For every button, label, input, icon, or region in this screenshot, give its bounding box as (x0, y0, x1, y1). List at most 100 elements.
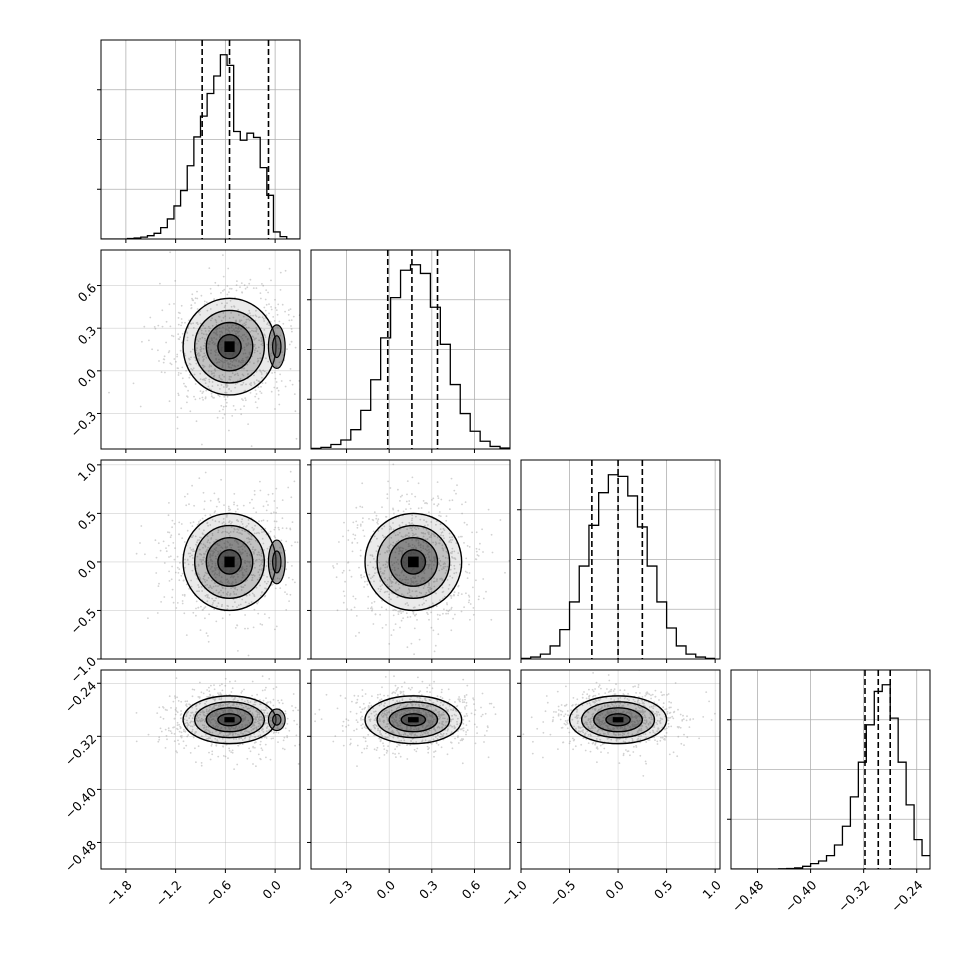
scatter-point (344, 595, 346, 597)
scatter-point (365, 693, 367, 695)
scatter-point (371, 610, 373, 612)
scatter-point (169, 400, 171, 402)
scatter-point (466, 572, 468, 574)
scatter-point (360, 524, 362, 526)
scatter-point (304, 578, 306, 580)
scatter-point (286, 735, 288, 737)
scatter-point (645, 763, 647, 765)
scatter-point (245, 399, 247, 401)
scatter-point (201, 444, 203, 446)
scatter-point (476, 551, 478, 553)
scatter-point (263, 505, 265, 507)
y-tick-label: 0.0 (75, 365, 100, 390)
scatter-point (206, 632, 208, 634)
scatter-point (261, 520, 263, 522)
scatter-point (421, 507, 423, 509)
scatter-point (177, 333, 179, 335)
scatter-point (459, 701, 461, 703)
scatter-point (166, 738, 168, 740)
scatter-point (451, 478, 453, 480)
scatter-point (163, 707, 165, 709)
scatter-point (295, 707, 297, 709)
scatter-point (314, 344, 316, 346)
scatter-point (288, 730, 290, 732)
scatter-point (361, 752, 363, 754)
scatter-point (271, 391, 273, 393)
scatter-point (248, 748, 250, 750)
scatter-point (250, 279, 252, 281)
scatter-point (456, 484, 458, 486)
scatter-point (635, 745, 637, 747)
scatter-point (385, 676, 387, 678)
scatter-point (155, 328, 157, 330)
scatter-point (178, 568, 180, 570)
scatter-point (600, 751, 602, 753)
scatter-point (376, 515, 378, 517)
scatter-point (314, 720, 316, 722)
scatter-point (213, 298, 215, 300)
scatter-point (216, 506, 218, 508)
scatter-point (195, 615, 197, 617)
scatter-point (395, 685, 397, 687)
scatter-point (229, 614, 231, 616)
scatter-point (371, 606, 373, 608)
scatter-point (186, 706, 188, 708)
scatter-point (173, 358, 175, 360)
scatter-point (273, 387, 275, 389)
scatter-point (462, 738, 464, 740)
scatter-point (348, 724, 350, 726)
scatter-point (250, 750, 252, 752)
scatter-point (180, 325, 182, 327)
scatter-point (223, 276, 225, 278)
scatter-point (208, 641, 210, 643)
scatter-point (233, 502, 235, 504)
scatter-point (607, 752, 609, 754)
scatter-point (463, 727, 465, 729)
scatter-point (205, 515, 207, 517)
scatter-point (289, 380, 291, 382)
scatter-point (181, 732, 183, 734)
scatter-point (385, 609, 387, 611)
scatter-point (185, 745, 187, 747)
scatter-point (398, 613, 400, 615)
scatter-point (157, 612, 159, 614)
scatter-point (183, 580, 185, 582)
scatter-point (185, 504, 187, 506)
scatter-point (210, 759, 212, 761)
y-tick-label: 1.0 (75, 460, 100, 485)
scatter-point (258, 398, 260, 400)
scatter-point (181, 367, 183, 369)
scatter-point (208, 752, 210, 754)
scatter-point (198, 745, 200, 747)
scatter-point (252, 746, 254, 748)
scatter-point (265, 687, 267, 689)
scatter-point (183, 747, 185, 749)
scatter-point (240, 692, 242, 694)
scatter-point (168, 352, 170, 354)
scatter-point (258, 754, 260, 756)
scatter-point (426, 691, 428, 693)
scatter-point (460, 729, 462, 731)
scatter-point (638, 684, 640, 686)
scatter-point (168, 502, 170, 504)
scatter-point (451, 595, 453, 597)
scatter-point (357, 695, 359, 697)
scatter-point (270, 531, 272, 533)
scatter-point (394, 748, 396, 750)
scatter-point (338, 541, 340, 543)
scatter-point (195, 297, 197, 299)
scatter-point (314, 595, 316, 597)
scatter-point (163, 358, 165, 360)
scatter-point (356, 719, 358, 721)
scatter-point (147, 617, 149, 619)
scatter-point (280, 272, 282, 274)
scatter-point (264, 613, 266, 615)
scatter-point (422, 681, 424, 683)
scatter-point (229, 288, 231, 290)
scatter-point (198, 477, 200, 479)
scatter-point (337, 708, 339, 710)
scatter-point (235, 409, 237, 411)
scatter-point (360, 711, 362, 713)
scatter-point (165, 709, 167, 711)
scatter-point (289, 344, 291, 346)
